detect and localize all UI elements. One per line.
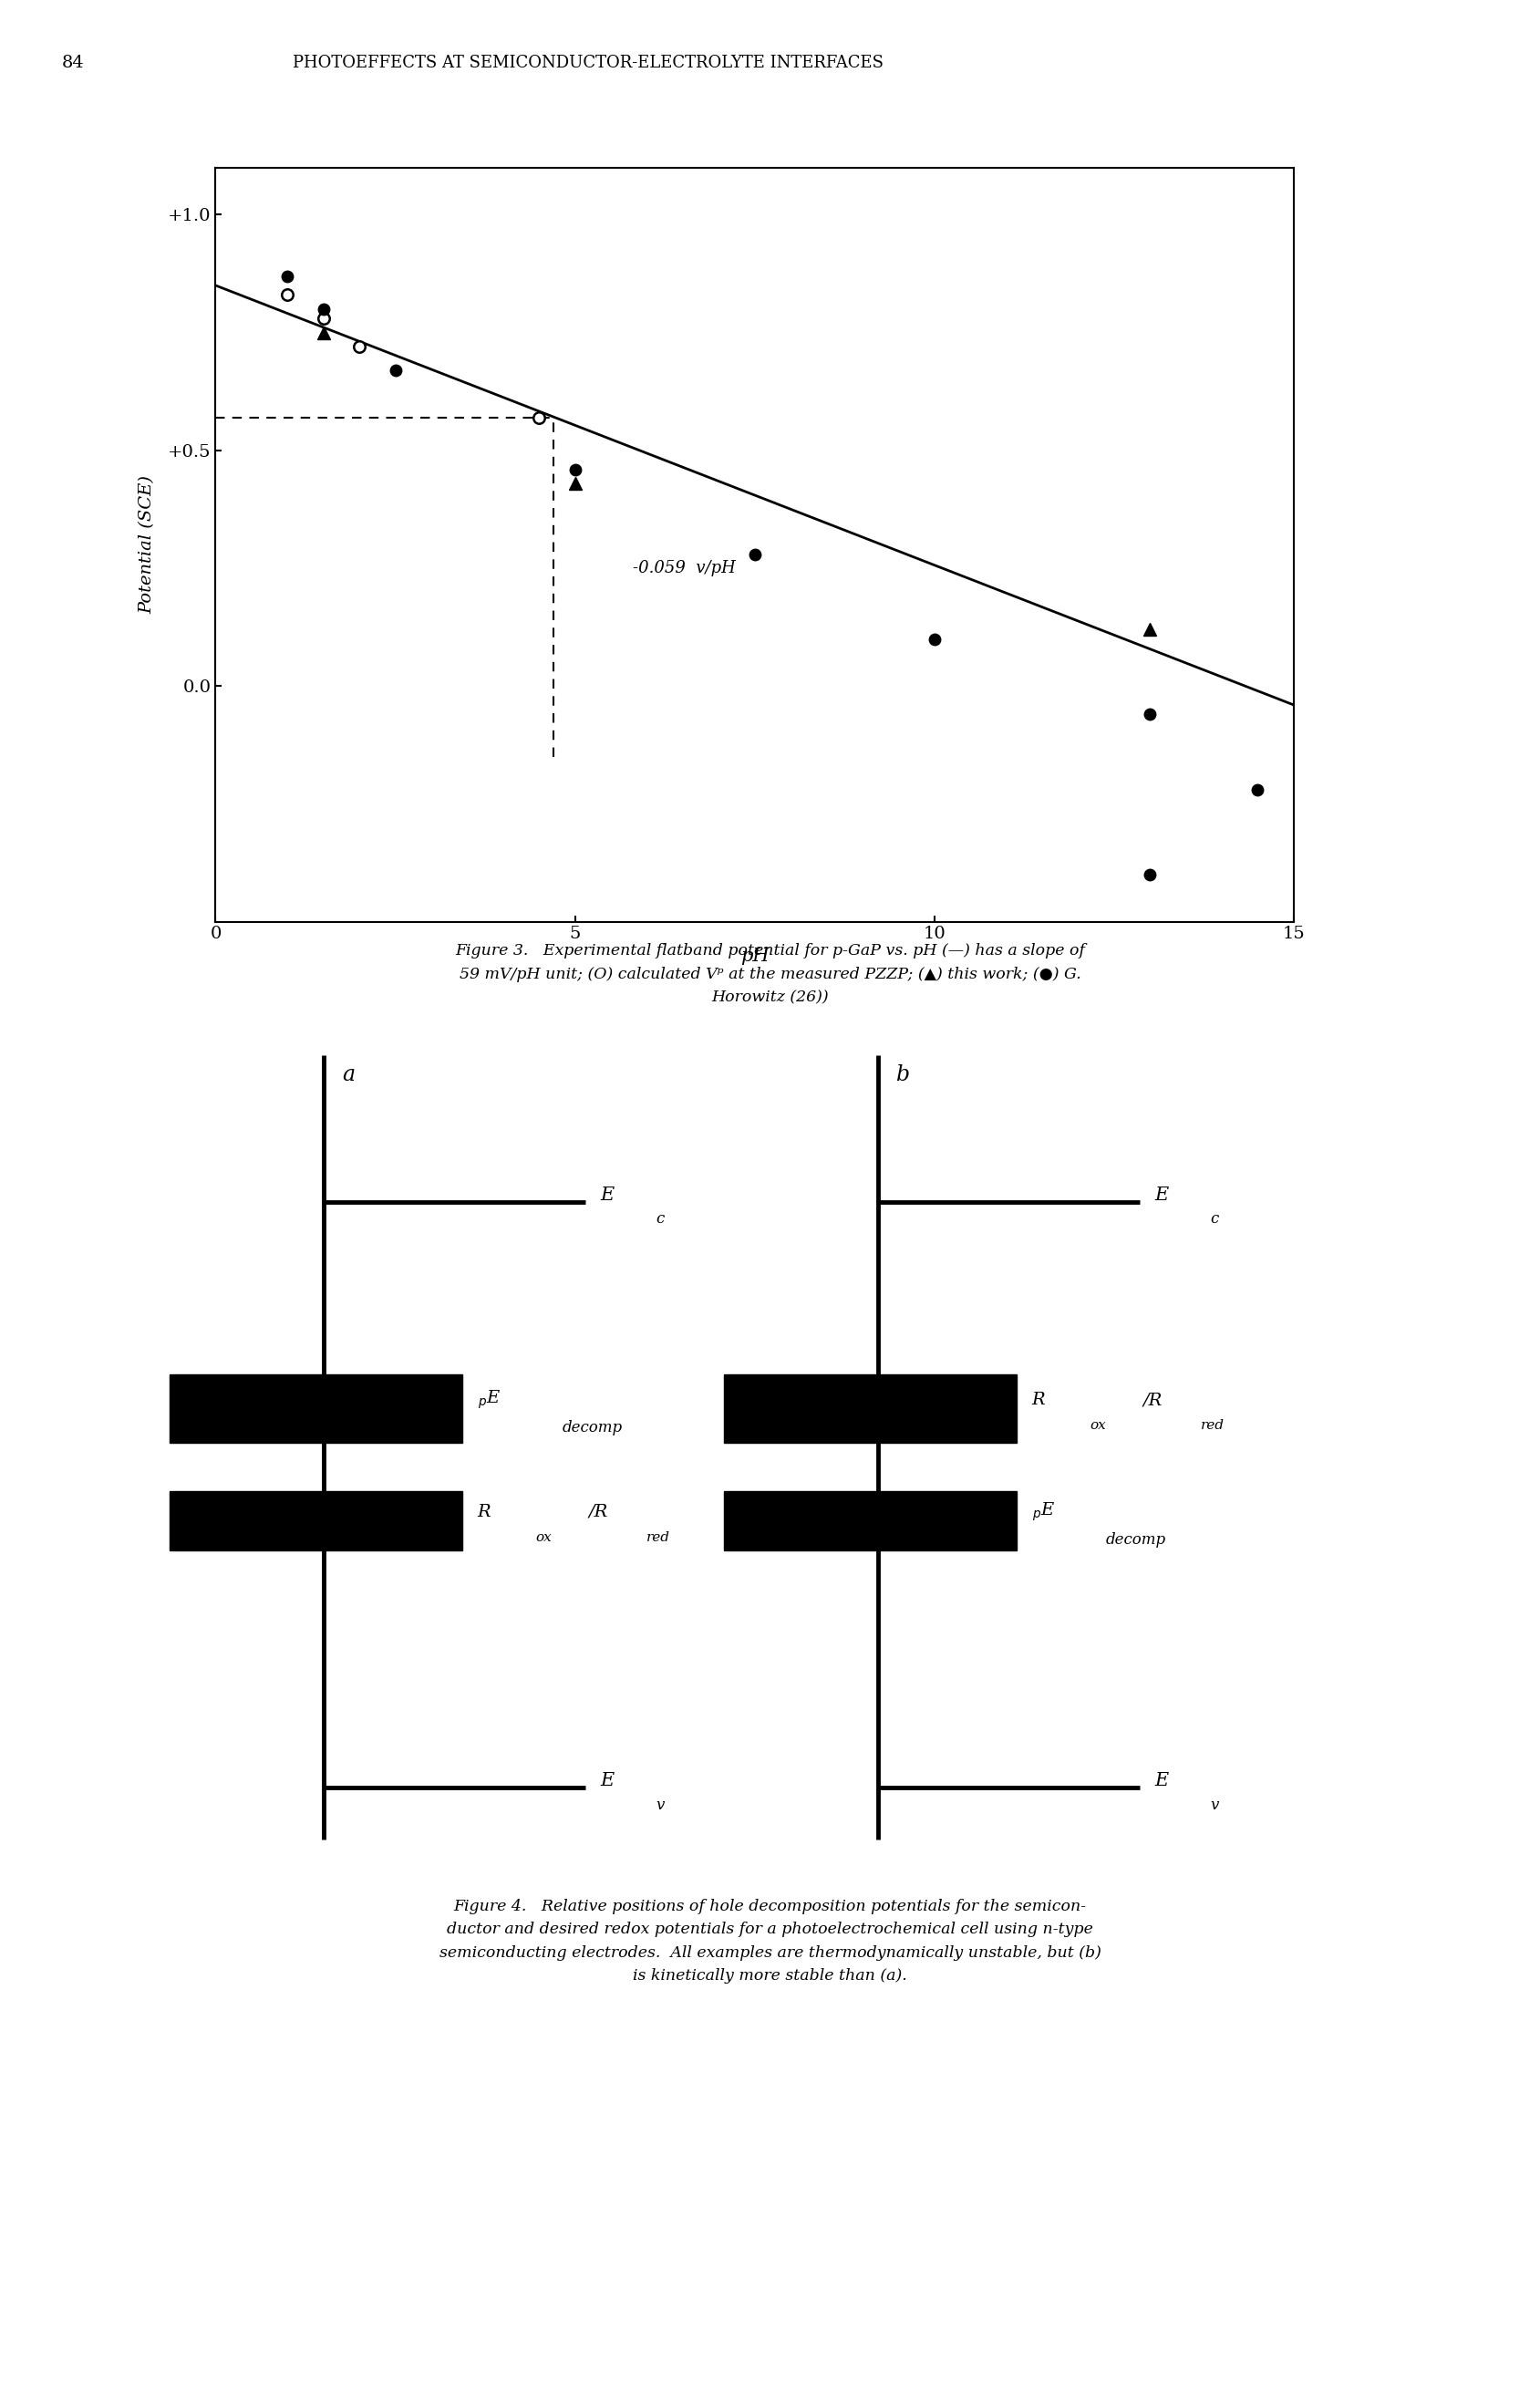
Text: c: c xyxy=(1210,1211,1218,1226)
Text: R: R xyxy=(477,1503,491,1520)
Text: PHOTOEFFECTS AT SEMICONDUCTOR-ELECTROLYTE INTERFACES: PHOTOEFFECTS AT SEMICONDUCTOR-ELECTROLYT… xyxy=(293,55,884,72)
Text: -0.059  v/pH: -0.059 v/pH xyxy=(633,560,735,577)
Bar xyxy=(169,1491,462,1549)
Bar xyxy=(724,1374,1016,1444)
Text: E: E xyxy=(1155,1772,1169,1791)
Text: red: red xyxy=(1201,1420,1224,1432)
Text: decomp: decomp xyxy=(1106,1532,1166,1547)
Text: ox: ox xyxy=(536,1532,553,1544)
Text: red: red xyxy=(647,1532,670,1544)
Text: c: c xyxy=(656,1211,664,1226)
Text: Figure 3.   Experimental flatband potential for p-GaP vs. pH (—) has a slope of
: Figure 3. Experimental flatband potentia… xyxy=(454,943,1086,1005)
Bar xyxy=(724,1491,1016,1549)
Text: E: E xyxy=(601,1772,614,1791)
Text: ox: ox xyxy=(1090,1420,1107,1432)
Text: E: E xyxy=(601,1187,614,1204)
Bar xyxy=(169,1374,462,1444)
Text: 84: 84 xyxy=(62,55,85,72)
Text: /R: /R xyxy=(588,1503,608,1520)
Text: v: v xyxy=(1210,1798,1220,1812)
Text: a: a xyxy=(342,1063,354,1084)
Text: /R: /R xyxy=(1143,1391,1163,1408)
Text: decomp: decomp xyxy=(562,1420,622,1436)
Text: $_p$E: $_p$E xyxy=(477,1389,501,1410)
Text: R: R xyxy=(1032,1391,1046,1408)
Y-axis label: Potential (SCE): Potential (SCE) xyxy=(139,476,156,613)
Text: E: E xyxy=(1155,1187,1169,1204)
Text: b: b xyxy=(896,1063,910,1084)
X-axis label: pH: pH xyxy=(741,948,768,965)
Text: $_p$E: $_p$E xyxy=(1032,1501,1055,1523)
Text: v: v xyxy=(656,1798,665,1812)
Text: Figure 4.   Relative positions of hole decomposition potentials for the semicon-: Figure 4. Relative positions of hole dec… xyxy=(439,1898,1101,1985)
